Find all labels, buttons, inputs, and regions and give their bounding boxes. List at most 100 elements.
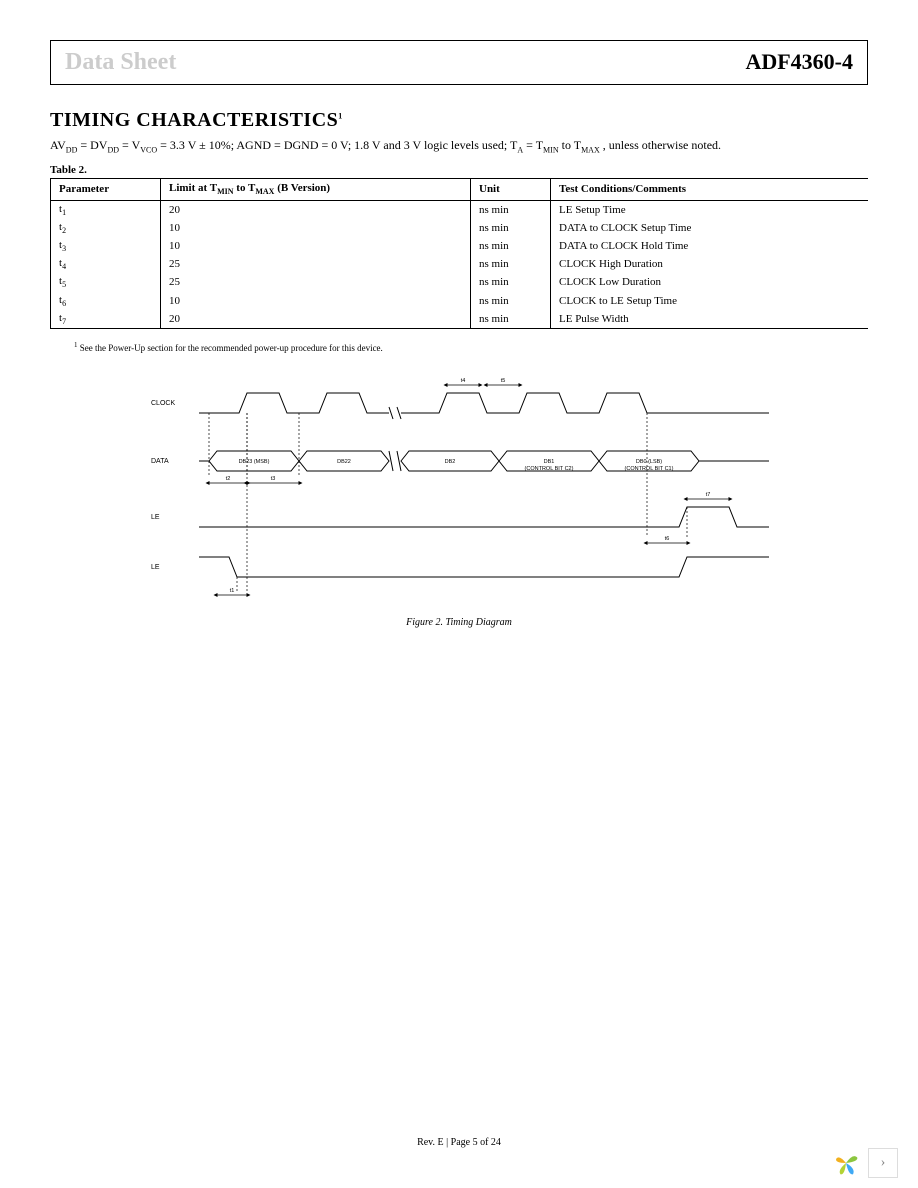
table-row: t610ns minCLOCK to LE Setup Time (51, 292, 869, 310)
th-conditions: Test Conditions/Comments (551, 179, 869, 200)
cell-param: t7 (51, 310, 161, 329)
timing-diagram: CLOCKDATALELEt4t5DB23 (MSB)DB22DB2DB1(CO… (139, 371, 779, 611)
cond-sub: MIN (543, 145, 559, 154)
table-row: t720ns minLE Pulse Width (51, 310, 869, 329)
cell-limit: 10 (161, 219, 471, 237)
th-limit-seg: (B Version) (274, 182, 330, 194)
svg-text:DB0 (LSB): DB0 (LSB) (636, 459, 662, 465)
cond-seg: = DV (80, 138, 107, 152)
page-footer: Rev. E | Page 5 of 24 (0, 1137, 918, 1148)
th-limit-seg: to T (234, 182, 256, 194)
footnote-pre: See the (80, 343, 109, 353)
cond-seg: = V (122, 138, 140, 152)
cell-param: t2 (51, 219, 161, 237)
cell-cond: DATA to CLOCK Hold Time (551, 237, 869, 255)
cell-unit: ns min (471, 200, 551, 219)
cell-limit: 20 (161, 310, 471, 329)
header-left-title: Data Sheet (65, 49, 176, 76)
cell-unit: ns min (471, 219, 551, 237)
svg-text:CLOCK: CLOCK (151, 400, 175, 407)
table-row: t425ns minCLOCK High Duration (51, 255, 869, 273)
cell-param: t1 (51, 200, 161, 219)
svg-text:DB1: DB1 (544, 459, 555, 465)
svg-text:t2: t2 (226, 476, 231, 482)
cell-limit: 25 (161, 255, 471, 273)
cell-limit: 20 (161, 200, 471, 219)
footnote-sup: 1 (74, 341, 78, 349)
cell-cond: LE Setup Time (551, 200, 869, 219)
next-page-button[interactable]: › (868, 1148, 898, 1178)
cell-cond: CLOCK High Duration (551, 255, 869, 273)
svg-text:DATA: DATA (151, 458, 169, 465)
cell-limit: 25 (161, 273, 471, 291)
header-right-partno: ADF4360-4 (745, 49, 853, 75)
table-row: t310ns minDATA to CLOCK Hold Time (51, 237, 869, 255)
cell-unit: ns min (471, 237, 551, 255)
th-limit-sub: MAX (255, 188, 274, 197)
nav-widget: › (832, 1148, 898, 1178)
section-title: TIMING CHARACTERISTICS1 (50, 109, 868, 132)
timing-diagram-container: CLOCKDATALELEt4t5DB23 (MSB)DB22DB2DB1(CO… (50, 371, 868, 611)
table-label: Table 2. (50, 164, 868, 176)
cond-sub: DD (66, 145, 78, 154)
cond-sub: DD (107, 145, 119, 154)
logo-petal (840, 1163, 846, 1174)
th-unit: Unit (471, 179, 551, 200)
svg-text:(CONTROL BIT C1): (CONTROL BIT C1) (625, 466, 674, 472)
page-header: Data Sheet ADF4360-4 (50, 40, 868, 85)
cell-cond: CLOCK to LE Setup Time (551, 292, 869, 310)
svg-text:t3: t3 (271, 476, 276, 482)
svg-text:(CONTROL BIT C2): (CONTROL BIT C2) (525, 466, 574, 472)
table-header-row: Parameter Limit at TMIN to TMAX (B Versi… (51, 179, 869, 200)
cell-cond: DATA to CLOCK Setup Time (551, 219, 869, 237)
cell-param: t3 (51, 237, 161, 255)
cond-sub: A (517, 145, 523, 154)
svg-text:t1: t1 (230, 588, 235, 594)
cell-unit: ns min (471, 292, 551, 310)
cell-param: t6 (51, 292, 161, 310)
th-limit-seg: Limit at T (169, 182, 217, 194)
svg-text:t6: t6 (665, 536, 670, 542)
diagram-caption: Figure 2. Timing Diagram (50, 617, 868, 628)
cond-sub: MAX (581, 145, 600, 154)
cell-unit: ns min (471, 273, 551, 291)
cond-seg: AV (50, 138, 66, 152)
svg-text:DB22: DB22 (337, 459, 351, 465)
cell-unit: ns min (471, 255, 551, 273)
svg-text:LE: LE (151, 514, 160, 521)
section-title-text: TIMING CHARACTERISTICS (50, 109, 338, 131)
cond-seg: = T (526, 138, 543, 152)
svg-text:LE: LE (151, 564, 160, 571)
th-limit-sub: MIN (217, 188, 233, 197)
logo-petal (836, 1157, 846, 1163)
svg-text:DB2: DB2 (445, 459, 456, 465)
viewer-logo-icon (832, 1149, 860, 1177)
parameter-table: Parameter Limit at TMIN to TMAX (B Versi… (50, 178, 868, 329)
table-row: t210ns minDATA to CLOCK Setup Time (51, 219, 869, 237)
logo-petal (846, 1163, 854, 1174)
cell-param: t4 (51, 255, 161, 273)
svg-text:t5: t5 (501, 378, 506, 384)
logo-petal (846, 1156, 857, 1163)
th-parameter: Parameter (51, 179, 161, 200)
svg-text:t4: t4 (461, 378, 466, 384)
cond-seg: to T (562, 138, 581, 152)
svg-text:t7: t7 (706, 492, 711, 498)
th-limit: Limit at TMIN to TMAX (B Version) (161, 179, 471, 200)
chevron-right-icon: › (881, 1155, 886, 1171)
cond-sub: VCO (140, 145, 157, 154)
footnote-post: section for the recommended power-up pro… (147, 343, 382, 353)
svg-text:DB23 (MSB): DB23 (MSB) (239, 459, 270, 465)
cell-cond: LE Pulse Width (551, 310, 869, 329)
cell-param: t5 (51, 273, 161, 291)
conditions-line: AVDD = DVDD = VVCO = 3.3 V ± 10%; AGND =… (50, 138, 868, 154)
table-row: t120ns minLE Setup Time (51, 200, 869, 219)
footnote: 1 See the Power-Up section for the recom… (74, 341, 868, 353)
cell-cond: CLOCK Low Duration (551, 273, 869, 291)
cond-seg: , unless otherwise noted. (603, 138, 721, 152)
cell-limit: 10 (161, 292, 471, 310)
footnote-link[interactable]: Power-Up (108, 343, 145, 353)
table-row: t525ns minCLOCK Low Duration (51, 273, 869, 291)
cond-seg: = 3.3 V ± 10%; AGND = DGND = 0 V; 1.8 V … (160, 138, 517, 152)
cell-limit: 10 (161, 237, 471, 255)
